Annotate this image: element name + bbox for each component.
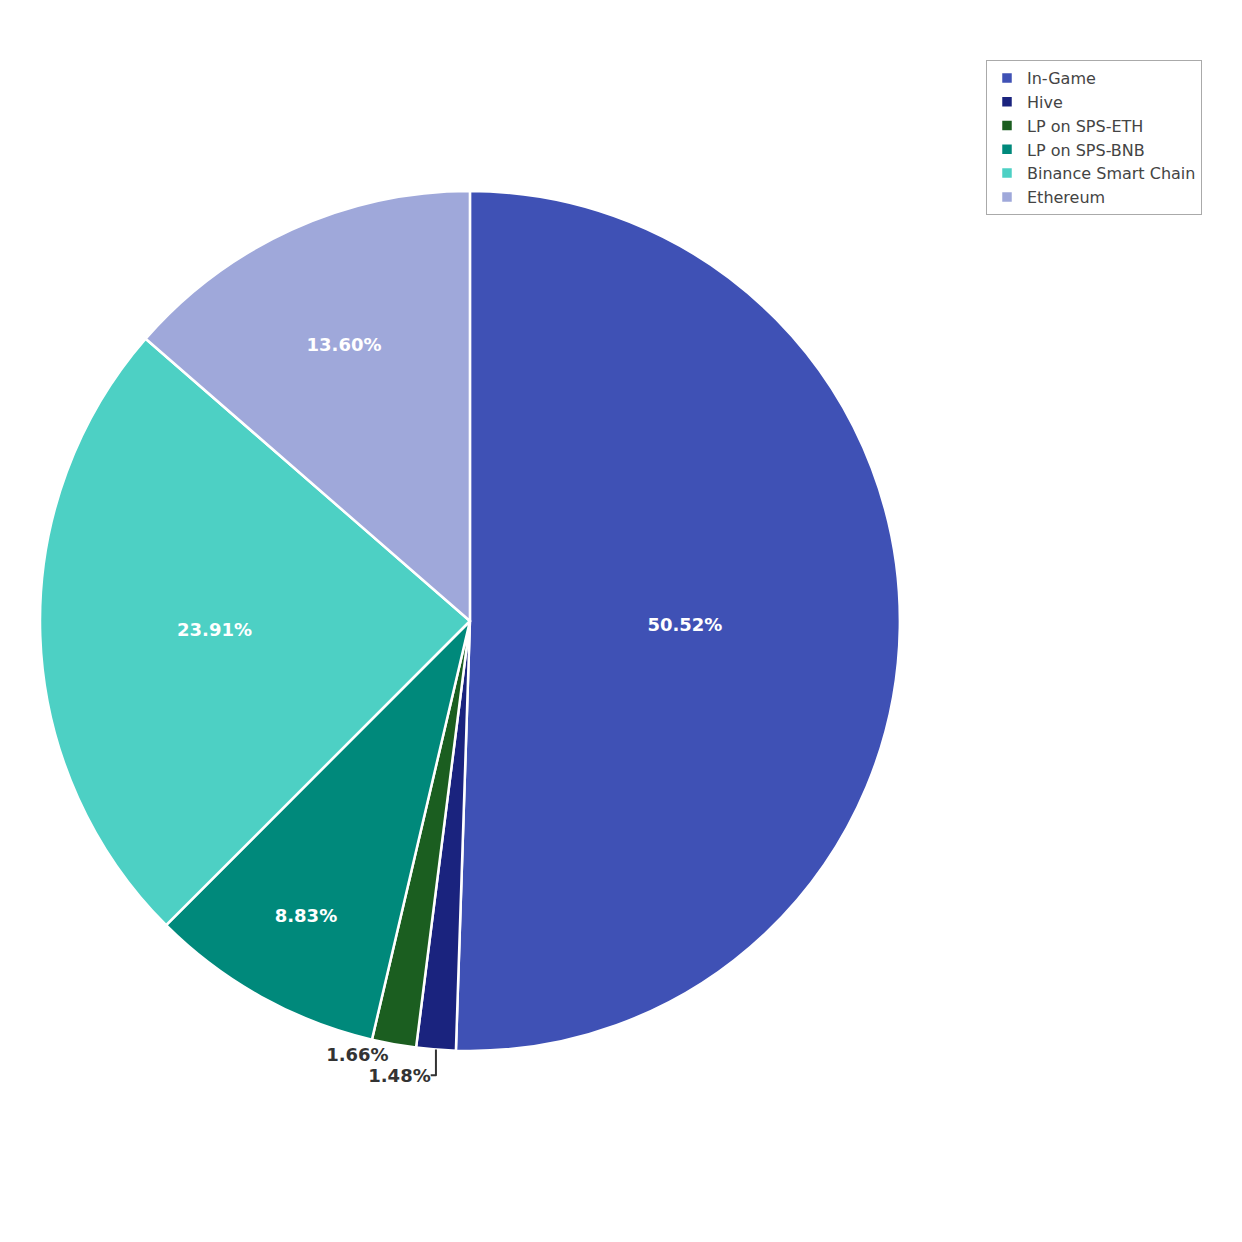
svg-text:8.83%: 8.83% (275, 905, 337, 926)
svg-text:1.66%: 1.66% (326, 1044, 388, 1065)
svg-text:In-Game: In-Game (1027, 69, 1096, 88)
svg-text:1.48%: 1.48% (368, 1065, 430, 1086)
svg-text:50.52%: 50.52% (647, 614, 722, 635)
svg-text:LP on SPS-BNB: LP on SPS-BNB (1027, 141, 1145, 160)
svg-text:13.60%: 13.60% (306, 334, 381, 355)
svg-text:LP on SPS-ETH: LP on SPS-ETH (1027, 117, 1143, 136)
svg-text:23.91%: 23.91% (177, 619, 252, 640)
svg-text:Binance Smart Chain: Binance Smart Chain (1027, 164, 1195, 183)
svg-text:Hive: Hive (1027, 93, 1063, 112)
svg-text:Ethereum: Ethereum (1027, 188, 1105, 207)
